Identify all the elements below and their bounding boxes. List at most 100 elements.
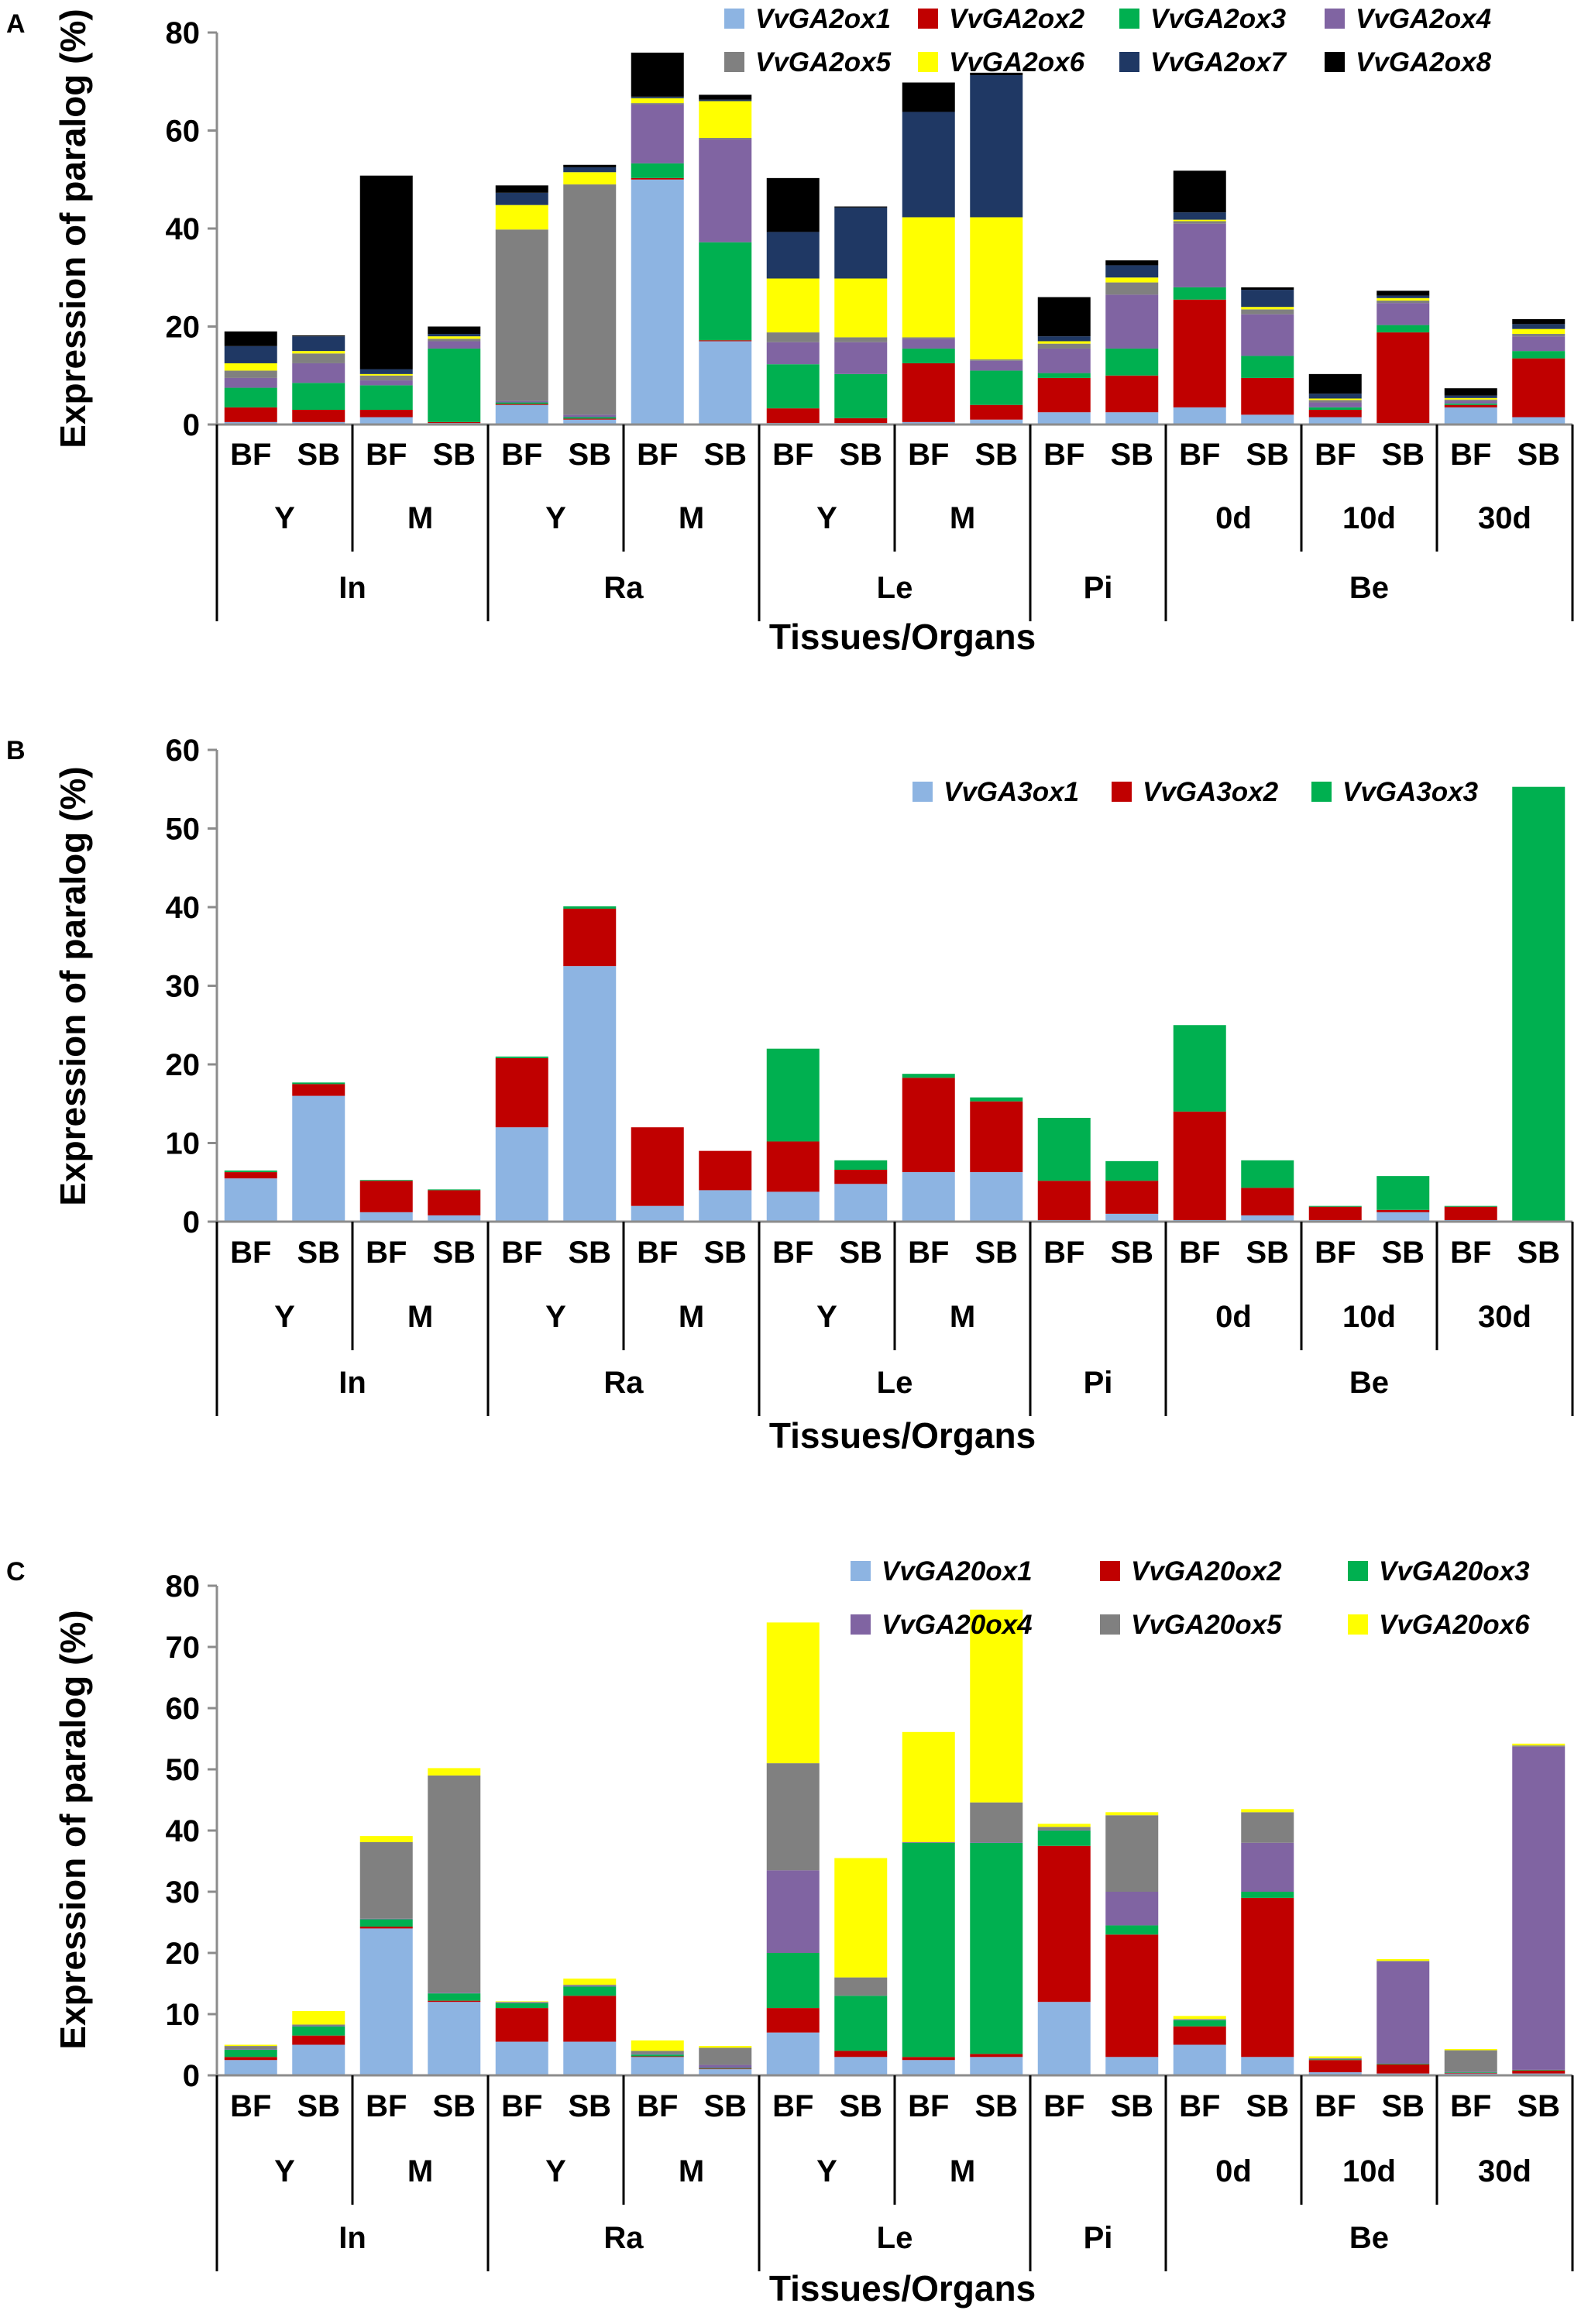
bar-segment-vvga20ox3 xyxy=(1173,2020,1226,2027)
bar-segment-vvga2ox3 xyxy=(1105,348,1159,376)
bar-segment-vvga2ox2 xyxy=(1377,332,1430,424)
organ-label: Be xyxy=(1349,571,1389,605)
bar-segment-vvga2ox3 xyxy=(224,387,277,407)
x-category-label: SB xyxy=(297,1236,340,1270)
bar-segment-vvga3ox2 xyxy=(1173,1111,1226,1220)
bar-segment-vvga2ox7 xyxy=(563,167,617,173)
x-category-label: BF xyxy=(366,438,407,472)
bar-segment-vvga3ox2 xyxy=(428,1190,481,1215)
bar-segment-vvga20ox5 xyxy=(1105,1815,1159,1892)
bar-segment-vvga20ox2 xyxy=(1444,2072,1497,2074)
bar-segment-vvga2ox1 xyxy=(631,179,684,425)
bar-segment-vvga2ox1 xyxy=(224,421,277,425)
bar-segment-vvga2ox5 xyxy=(1241,309,1294,315)
bar-segment-vvga2ox2 xyxy=(1105,375,1159,413)
organ-label: Be xyxy=(1349,2221,1389,2255)
bar-segment-vvga2ox7 xyxy=(1512,324,1566,329)
bar-segment-vvga20ox6 xyxy=(1173,2016,1226,2020)
legend-swatch xyxy=(918,52,938,72)
panel-a-chart: A 0 20 40 60 80 Expression of paralog (%) BF SB… xyxy=(6,4,1574,657)
bar-segment-vvga20ox5 xyxy=(631,2051,684,2054)
bar-segment-vvga2ox8 xyxy=(1241,287,1294,290)
bar-segment-vvga2ox3 xyxy=(292,383,345,411)
legend-label: VvGA2ox3 xyxy=(1150,4,1287,34)
bar-segment-vvga20ox5 xyxy=(699,2047,752,2065)
organ-label: Ra xyxy=(603,1366,644,1400)
bar-segment-vvga20ox2 xyxy=(1308,2060,1362,2073)
stage-label: M xyxy=(407,1300,433,1334)
bar-segment-vvga2ox7 xyxy=(359,369,413,374)
x-category-label: SB xyxy=(974,2089,1018,2123)
stage-label: 10d xyxy=(1342,2154,1396,2188)
stage-label: 0d xyxy=(1215,2154,1252,2188)
y-axis-title: Expression of paralog (%) xyxy=(53,9,93,448)
bar-segment-vvga2ox2 xyxy=(428,421,481,424)
bar-segment-vvga20ox5 xyxy=(1308,2058,1362,2059)
x-category-label: BF xyxy=(501,2089,542,2123)
bar-segment-vvga2ox6 xyxy=(1037,341,1091,344)
bar-segment-vvga20ox5 xyxy=(224,2046,277,2050)
bar-segment-vvga2ox3 xyxy=(563,417,617,419)
bar-segment-vvga20ox6 xyxy=(292,2011,345,2025)
bar-segment-vvga20ox4 xyxy=(428,1992,481,1994)
legend-swatch xyxy=(1100,1561,1120,1581)
bar-segment-vvga20ox5 xyxy=(1241,1812,1294,1843)
x-category-label: SB xyxy=(1517,438,1560,472)
x-category-label: SB xyxy=(974,1236,1018,1270)
bar-segment-vvga20ox3 xyxy=(292,2026,345,2036)
panel-letter-b: B xyxy=(6,736,26,765)
bar-segment-vvga20ox1 xyxy=(1308,2072,1362,2075)
bar-segment-vvga2ox7 xyxy=(631,96,684,98)
stage-label: M xyxy=(679,501,704,535)
bar-segment-vvga2ox2 xyxy=(1308,410,1362,418)
bar-segment-vvga2ox7 xyxy=(1173,212,1226,220)
bar-segment-vvga2ox8 xyxy=(1308,373,1362,394)
bar-segment-vvga20ox1 xyxy=(224,2060,277,2075)
legend-swatch xyxy=(1100,1614,1120,1635)
x-category-label: BF xyxy=(1179,1236,1220,1270)
bar-segment-vvga2ox5 xyxy=(834,337,888,342)
legend-swatch xyxy=(1311,782,1332,802)
bar-segment-vvga2ox4 xyxy=(1377,303,1430,325)
bar-segment-vvga2ox6 xyxy=(1105,277,1159,283)
bar-segment-vvga20ox4 xyxy=(1105,1892,1159,1926)
bar-segment-vvga2ox4 xyxy=(495,401,548,403)
x-category-label: SB xyxy=(1110,2089,1153,2123)
bar-segment-vvga20ox4 xyxy=(1308,2058,1362,2060)
x-category-label: BF xyxy=(772,438,813,472)
bar-segment-vvga2ox5 xyxy=(1377,300,1430,304)
bar-segment-vvga2ox5 xyxy=(902,337,955,339)
bar-segment-vvga20ox5 xyxy=(1512,1745,1566,1747)
bar-segment-vvga2ox4 xyxy=(1241,314,1294,356)
legend-label: VvGA20ox2 xyxy=(1131,1556,1282,1587)
bar-segment-vvga2ox7 xyxy=(1105,265,1159,278)
y-tick-label: 0 xyxy=(183,2059,200,2093)
stage-label: Y xyxy=(545,2154,566,2188)
x-category-label: BF xyxy=(908,2089,949,2123)
organ-label: In xyxy=(339,1366,366,1400)
bar-segment-vvga2ox6 xyxy=(699,101,752,138)
legend-label: VvGA20ox1 xyxy=(882,1556,1033,1587)
bar-segment-vvga2ox4 xyxy=(1308,402,1362,407)
panel-letter-c: C xyxy=(6,1557,26,1587)
bar-segment-vvga2ox8 xyxy=(428,326,481,334)
bar-segment-vvga3ox2 xyxy=(563,909,617,967)
bar-segment-vvga3ox3 xyxy=(495,1056,548,1058)
bar-segment-vvga2ox2 xyxy=(631,177,684,180)
legend-swatch xyxy=(724,52,744,72)
bar-segment-vvga20ox2 xyxy=(359,1927,413,1929)
legend: VvGA20ox1 VvGA20ox2 VvGA20ox3 VvGA20ox4 VvGA… xyxy=(851,1556,1530,1640)
bar-segment-vvga2ox8 xyxy=(699,95,752,100)
stage-label: M xyxy=(679,2154,704,2188)
x-category-label: BF xyxy=(230,2089,271,2123)
legend-label: VvGA2ox8 xyxy=(1356,47,1492,77)
bar-segment-vvga2ox8 xyxy=(1377,290,1430,296)
stage-label: 30d xyxy=(1478,2154,1531,2188)
bar-segment-vvga3ox2 xyxy=(1377,1209,1430,1212)
bar-segment-vvga2ox6 xyxy=(563,172,617,185)
bar-segment-vvga20ox4 xyxy=(1037,1830,1091,1831)
bar-segment-vvga2ox4 xyxy=(1444,401,1497,404)
bar-segment-vvga20ox2 xyxy=(1241,1897,1294,2058)
bar-segment-vvga20ox2 xyxy=(631,2056,684,2058)
